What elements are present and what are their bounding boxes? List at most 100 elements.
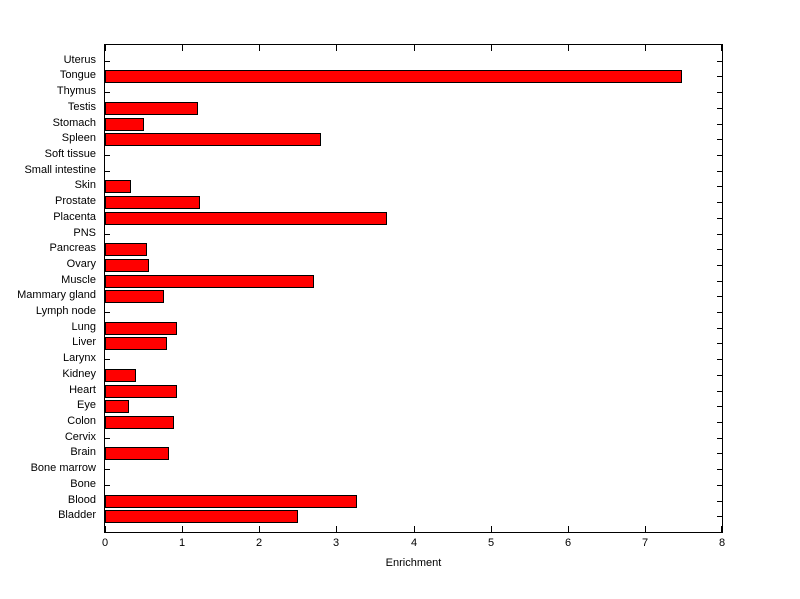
- y-tick-label: Muscle: [61, 273, 96, 286]
- x-axis-title: Enrichment: [385, 557, 442, 569]
- y-tick-mark-right: [717, 186, 722, 187]
- x-tick-mark-top: [259, 45, 260, 51]
- y-tick-mark-left: [105, 438, 110, 439]
- y-tick-label: Thymus: [56, 85, 96, 98]
- y-tick-label: Testis: [67, 100, 96, 113]
- y-tick-mark-right: [717, 234, 722, 235]
- x-tick-mark-top: [414, 45, 415, 51]
- y-tick-label: Uterus: [63, 53, 96, 66]
- y-tick-label: Placenta: [53, 210, 96, 223]
- y-tick-mark-right: [717, 375, 722, 376]
- bar-brain: [105, 447, 169, 460]
- y-tick-label: Cervix: [64, 430, 96, 443]
- y-tick-label: Colon: [67, 415, 96, 428]
- bar-spleen: [105, 133, 321, 146]
- y-tick-mark-left: [105, 171, 110, 172]
- bar-colon: [105, 416, 174, 429]
- x-tick-label: 5: [487, 537, 495, 549]
- y-tick-label: Ovary: [66, 257, 96, 270]
- y-tick-mark-right: [717, 343, 722, 344]
- y-tick-mark-right: [717, 453, 722, 454]
- y-tick-label: Lung: [71, 320, 96, 333]
- y-tick-label: Small intestine: [24, 163, 96, 176]
- y-tick-mark-right: [717, 218, 722, 219]
- x-tick-label: 0: [101, 537, 109, 549]
- y-tick-mark-right: [717, 469, 722, 470]
- y-tick-mark-right: [717, 328, 722, 329]
- x-tick-mark-bottom: [182, 526, 183, 532]
- x-tick-mark-bottom: [721, 526, 722, 532]
- x-tick-mark-top: [721, 45, 722, 51]
- y-tick-mark-right: [717, 265, 722, 266]
- y-tick-label: Tongue: [59, 69, 96, 82]
- y-tick-label: Bone marrow: [30, 462, 96, 475]
- bar-stomach: [105, 118, 144, 131]
- y-tick-mark-right: [717, 516, 722, 517]
- y-tick-mark-right: [717, 202, 722, 203]
- y-tick-label: Mammary gland: [17, 289, 96, 302]
- y-tick-label: Bladder: [58, 509, 96, 522]
- bar-bladder: [105, 510, 298, 523]
- y-tick-mark-right: [717, 171, 722, 172]
- bar-testis: [105, 102, 198, 115]
- y-tick-mark-left: [105, 469, 110, 470]
- y-tick-mark-right: [717, 249, 722, 250]
- y-tick-mark-right: [717, 124, 722, 125]
- y-tick-label: Brain: [70, 446, 96, 459]
- y-tick-label: PNS: [73, 226, 96, 239]
- y-tick-label: Soft tissue: [44, 147, 96, 160]
- bar-prostate: [105, 196, 200, 209]
- y-tick-label: Blood: [67, 493, 96, 506]
- y-tick-label: Eye: [77, 399, 96, 412]
- y-tick-mark-left: [105, 92, 110, 93]
- y-tick-label: Lymph node: [35, 305, 96, 318]
- bar-eye: [105, 400, 129, 413]
- y-tick-mark-left: [105, 359, 110, 360]
- y-tick-mark-right: [717, 359, 722, 360]
- y-tick-mark-right: [717, 61, 722, 62]
- x-tick-label: 3: [332, 537, 340, 549]
- bar-muscle: [105, 275, 314, 288]
- x-tick-mark-top: [568, 45, 569, 51]
- x-tick-mark-bottom: [568, 526, 569, 532]
- x-tick-mark-bottom: [645, 526, 646, 532]
- y-tick-mark-right: [717, 281, 722, 282]
- x-tick-label: 8: [718, 537, 726, 549]
- y-tick-label: Heart: [69, 383, 96, 396]
- y-tick-mark-left: [105, 155, 110, 156]
- x-tick-label: 7: [641, 537, 649, 549]
- x-tick-mark-bottom: [105, 526, 106, 532]
- x-tick-mark-bottom: [336, 526, 337, 532]
- y-tick-mark-right: [717, 155, 722, 156]
- y-tick-mark-right: [717, 391, 722, 392]
- x-tick-label: 6: [564, 537, 572, 549]
- y-tick-mark-right: [717, 108, 722, 109]
- x-tick-mark-top: [491, 45, 492, 51]
- bar-pancreas: [105, 243, 147, 256]
- bar-lung: [105, 322, 177, 335]
- x-tick-mark-bottom: [414, 526, 415, 532]
- plot-area: [104, 44, 723, 533]
- bar-tongue: [105, 70, 682, 83]
- y-tick-mark-right: [717, 501, 722, 502]
- y-tick-label: Prostate: [55, 195, 96, 208]
- y-tick-mark-left: [105, 485, 110, 486]
- bar-blood: [105, 495, 357, 508]
- x-tick-mark-bottom: [491, 526, 492, 532]
- y-tick-mark-right: [717, 76, 722, 77]
- x-tick-label: 2: [255, 537, 263, 549]
- y-tick-mark-right: [717, 139, 722, 140]
- y-tick-label: Stomach: [52, 116, 96, 129]
- y-tick-label: Larynx: [62, 352, 96, 365]
- x-tick-mark-top: [336, 45, 337, 51]
- y-tick-label: Kidney: [62, 367, 96, 380]
- bar-mammary-gland: [105, 290, 164, 303]
- y-tick-label: Spleen: [61, 132, 96, 145]
- x-tick-mark-top: [182, 45, 183, 51]
- y-tick-label: Bone: [70, 477, 96, 490]
- y-tick-mark-left: [105, 61, 110, 62]
- y-tick-label: Pancreas: [49, 242, 96, 255]
- y-tick-label: Skin: [74, 179, 96, 192]
- x-tick-mark-top: [645, 45, 646, 51]
